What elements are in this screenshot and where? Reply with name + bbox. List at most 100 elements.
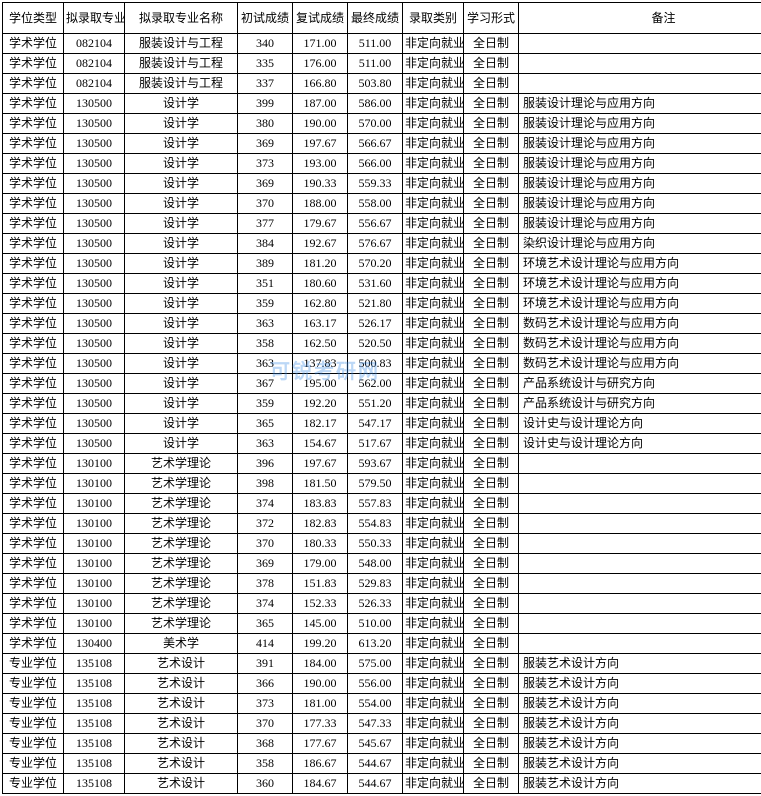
- table-cell: 艺术学理论: [125, 614, 238, 634]
- table-row: 学术学位130100艺术学理论374152.33526.33非定向就业全日制: [3, 594, 761, 614]
- table-cell: 服装艺术设计方向: [519, 674, 761, 694]
- table-cell: 艺术学理论: [125, 594, 238, 614]
- table-cell: 全日制: [464, 34, 519, 54]
- table-cell: 197.67: [293, 134, 348, 154]
- table-cell: 193.00: [293, 154, 348, 174]
- table-row: 学术学位130500设计学389181.20570.20非定向就业全日制环境艺术…: [3, 254, 761, 274]
- table-cell: 135108: [64, 734, 125, 754]
- table-cell: 529.83: [348, 574, 403, 594]
- table-cell: 130500: [64, 334, 125, 354]
- table-cell: 510.00: [348, 614, 403, 634]
- table-cell: 学术学位: [3, 174, 64, 194]
- table-cell: 服装设计理论与应用方向: [519, 94, 761, 114]
- table-cell: 非定向就业: [403, 454, 464, 474]
- table-cell: 设计学: [125, 274, 238, 294]
- table-cell: 547.17: [348, 414, 403, 434]
- table-cell: 设计学: [125, 394, 238, 414]
- table-cell: 服装艺术设计方向: [519, 754, 761, 774]
- table-cell: 130100: [64, 574, 125, 594]
- table-cell: 184.67: [293, 774, 348, 794]
- table-cell: 190.00: [293, 674, 348, 694]
- table-cell: 服装设计理论与应用方向: [519, 174, 761, 194]
- table-cell: 染织设计理论与应用方向: [519, 234, 761, 254]
- table-cell: 184.00: [293, 654, 348, 674]
- table-cell: 服装设计理论与应用方向: [519, 194, 761, 214]
- table-cell: 学术学位: [3, 454, 64, 474]
- table-row: 学术学位130500设计学369197.67566.67非定向就业全日制服装设计…: [3, 134, 761, 154]
- table-cell: 559.33: [348, 174, 403, 194]
- table-cell: 556.00: [348, 674, 403, 694]
- table-cell: 575.00: [348, 654, 403, 674]
- table-cell: 358: [238, 334, 293, 354]
- table-cell: 设计学: [125, 194, 238, 214]
- table-cell: 566.00: [348, 154, 403, 174]
- table-cell: 非定向就业: [403, 654, 464, 674]
- table-cell: 全日制: [464, 294, 519, 314]
- table-cell: 非定向就业: [403, 314, 464, 334]
- table-cell: 非定向就业: [403, 194, 464, 214]
- table-row: 专业学位135108艺术设计373181.00554.00非定向就业全日制服装艺…: [3, 694, 761, 714]
- table-cell: 544.67: [348, 754, 403, 774]
- table-cell: 130100: [64, 554, 125, 574]
- table-cell: 非定向就业: [403, 534, 464, 554]
- table-cell: 181.50: [293, 474, 348, 494]
- table-cell: 艺术学理论: [125, 574, 238, 594]
- table-row: 学术学位130100艺术学理论378151.83529.83非定向就业全日制: [3, 574, 761, 594]
- table-cell: 非定向就业: [403, 554, 464, 574]
- table-cell: 365: [238, 414, 293, 434]
- table-cell: 学术学位: [3, 314, 64, 334]
- table-cell: 学术学位: [3, 494, 64, 514]
- table-cell: 372: [238, 514, 293, 534]
- table-cell: 学术学位: [3, 374, 64, 394]
- table-cell: 082104: [64, 34, 125, 54]
- table-cell: 545.67: [348, 734, 403, 754]
- table-cell: 学术学位: [3, 54, 64, 74]
- table-cell: 专业学位: [3, 654, 64, 674]
- table-cell: 服装艺术设计方向: [519, 774, 761, 794]
- table-cell: 586.00: [348, 94, 403, 114]
- table-cell: 576.67: [348, 234, 403, 254]
- table-row: 学术学位130500设计学377179.67556.67非定向就业全日制服装设计…: [3, 214, 761, 234]
- table-row: 学术学位130100艺术学理论374183.83557.83非定向就业全日制: [3, 494, 761, 514]
- table-cell: 177.33: [293, 714, 348, 734]
- table-cell: 570.00: [348, 114, 403, 134]
- table-cell: 557.83: [348, 494, 403, 514]
- table-cell: 340: [238, 34, 293, 54]
- table-cell: 337: [238, 74, 293, 94]
- table-cell: 380: [238, 114, 293, 134]
- table-cell: 非定向就业: [403, 94, 464, 114]
- table-cell: 370: [238, 534, 293, 554]
- table-cell: 数码艺术设计理论与应用方向: [519, 334, 761, 354]
- table-cell: 全日制: [464, 494, 519, 514]
- table-body: 学术学位082104服装设计与工程340171.00511.00非定向就业全日制…: [3, 34, 761, 794]
- table-cell: 全日制: [464, 354, 519, 374]
- table-cell: 366: [238, 674, 293, 694]
- table-cell: 专业学位: [3, 754, 64, 774]
- table-cell: 374: [238, 494, 293, 514]
- table-cell: 135108: [64, 654, 125, 674]
- table-cell: 197.67: [293, 454, 348, 474]
- table-row: 学术学位130100艺术学理论369179.00548.00非定向就业全日制: [3, 554, 761, 574]
- table-cell: 非定向就业: [403, 214, 464, 234]
- table-cell: [519, 634, 761, 654]
- table-cell: 520.50: [348, 334, 403, 354]
- table-cell: 非定向就业: [403, 754, 464, 774]
- table-cell: 艺术学理论: [125, 514, 238, 534]
- table-cell: 设计史与设计理论方向: [519, 434, 761, 454]
- table-cell: 环境艺术设计理论与应用方向: [519, 254, 761, 274]
- table-cell: 全日制: [464, 754, 519, 774]
- table-cell: 服装设计与工程: [125, 34, 238, 54]
- table-row: 学术学位082104服装设计与工程337166.80503.80非定向就业全日制: [3, 74, 761, 94]
- table-cell: 130500: [64, 174, 125, 194]
- table-cell: 学术学位: [3, 434, 64, 454]
- table-cell: 设计学: [125, 374, 238, 394]
- table-cell: [519, 74, 761, 94]
- table-cell: 全日制: [464, 314, 519, 334]
- table-row: 学术学位130500设计学384192.67576.67非定向就业全日制染织设计…: [3, 234, 761, 254]
- table-cell: 非定向就业: [403, 614, 464, 634]
- table-cell: 全日制: [464, 674, 519, 694]
- table-cell: 设计学: [125, 234, 238, 254]
- table-cell: 非定向就业: [403, 714, 464, 734]
- table-cell: 130100: [64, 494, 125, 514]
- table-cell: 艺术学理论: [125, 554, 238, 574]
